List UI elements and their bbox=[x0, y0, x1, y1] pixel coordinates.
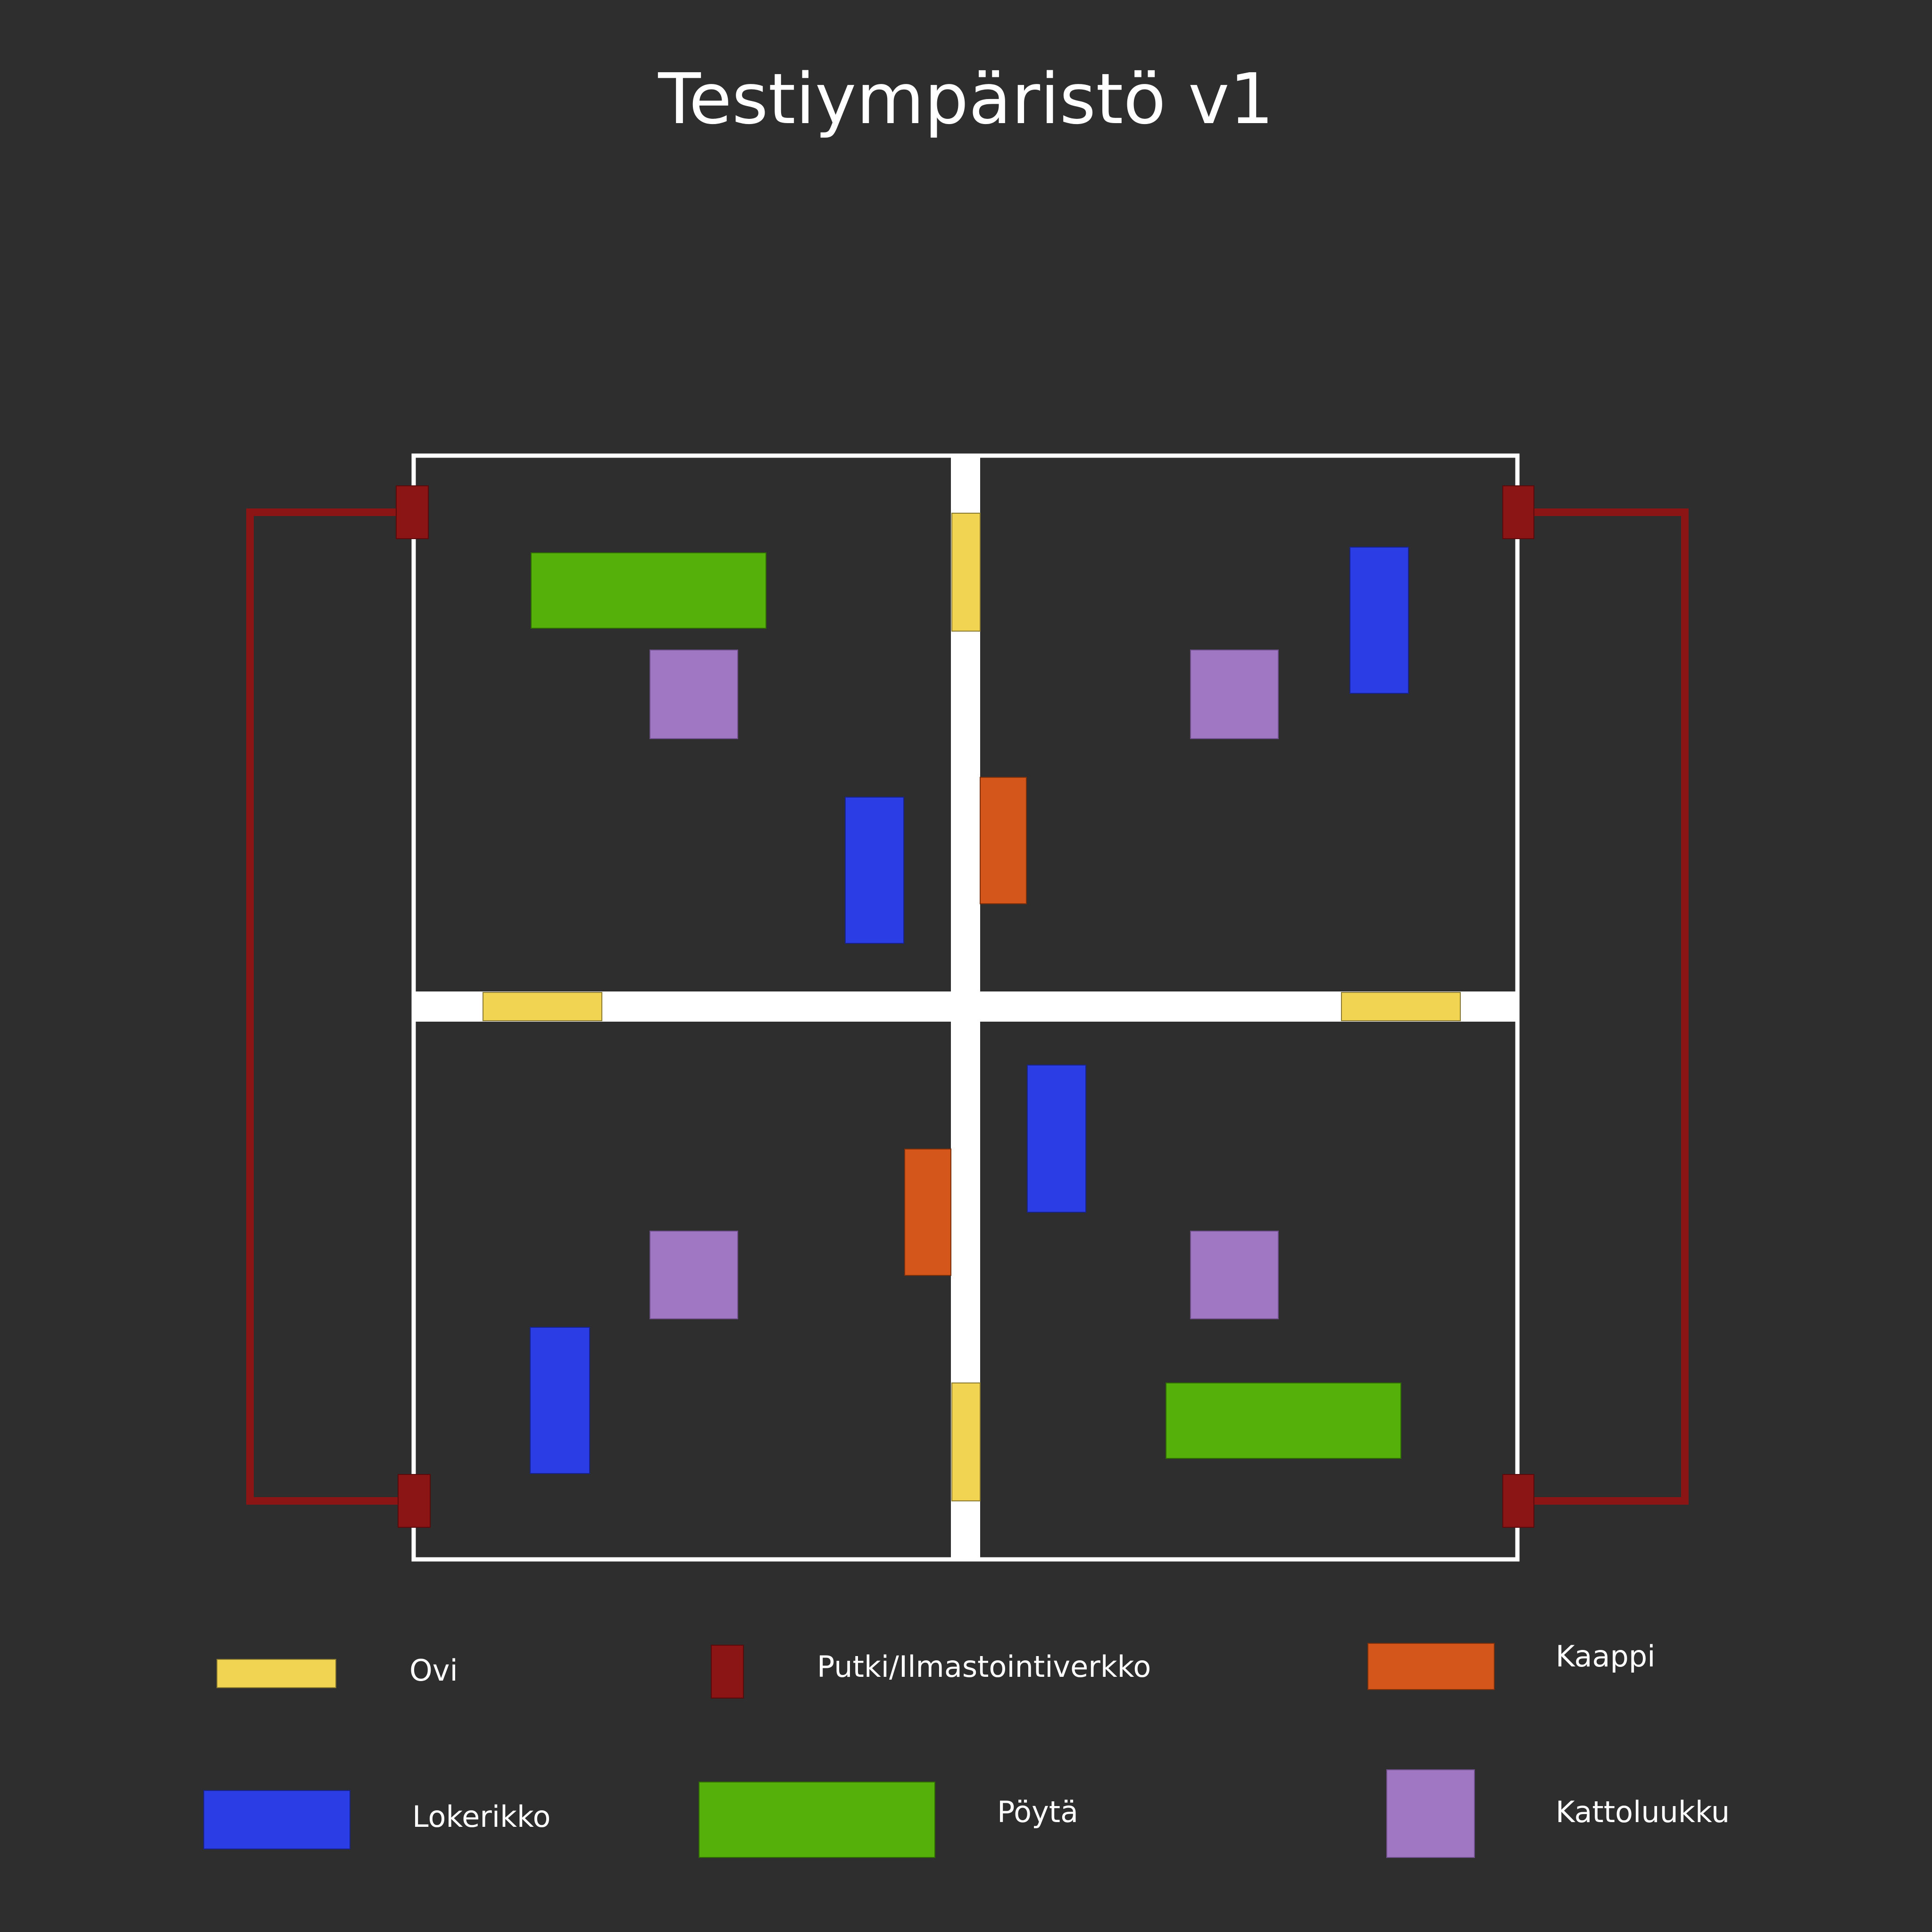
pipe-network bbox=[246, 508, 1689, 1505]
table bbox=[531, 552, 766, 629]
tables bbox=[531, 552, 1401, 1459]
pipe-connector bbox=[396, 485, 429, 539]
legend-label-cabinet: Kaappi bbox=[1556, 1639, 1656, 1674]
lockers bbox=[530, 547, 1409, 1474]
cabinet bbox=[904, 1149, 951, 1276]
hatch-swatch bbox=[1386, 1769, 1475, 1858]
pipe-connectors bbox=[396, 485, 1534, 1528]
ceiling-hatch bbox=[650, 650, 738, 739]
legend bbox=[203, 1643, 1495, 1858]
locker bbox=[1027, 1065, 1086, 1213]
ceiling-hatch bbox=[650, 1231, 738, 1319]
door-swatch bbox=[217, 1659, 336, 1688]
cabinets bbox=[904, 777, 1027, 1276]
door bbox=[1341, 992, 1461, 1021]
locker-swatch bbox=[203, 1790, 350, 1849]
door bbox=[483, 992, 602, 1021]
door bbox=[951, 1382, 981, 1501]
pipe-line-left bbox=[246, 508, 415, 1505]
page-title: Testiympäristö v1 bbox=[658, 58, 1274, 140]
locker bbox=[1349, 547, 1409, 694]
legend-label-door: Ovi bbox=[409, 1653, 458, 1688]
pipe-connector bbox=[1502, 1474, 1534, 1528]
ceiling-hatch bbox=[1190, 650, 1279, 739]
pipe-connector bbox=[1502, 485, 1534, 539]
pipe-line-right bbox=[1518, 508, 1689, 1505]
locker bbox=[530, 1327, 590, 1474]
door bbox=[951, 513, 981, 632]
legend-label-locker: Lokerikko bbox=[412, 1799, 551, 1834]
locker bbox=[845, 797, 904, 944]
legend-label-pipe: Putki/Ilmastointiverkko bbox=[817, 1649, 1151, 1684]
legend-label-hatch: Kattoluukku bbox=[1556, 1795, 1730, 1829]
table-swatch bbox=[699, 1782, 935, 1858]
table bbox=[1166, 1382, 1401, 1459]
ceiling-hatch bbox=[1190, 1231, 1279, 1319]
cabinet-swatch bbox=[1367, 1643, 1495, 1690]
cabinet bbox=[980, 777, 1027, 904]
ceiling-hatches bbox=[650, 650, 1279, 1319]
pipe-connector bbox=[398, 1474, 431, 1528]
pipe-swatch bbox=[711, 1645, 744, 1699]
doors bbox=[483, 513, 1461, 1501]
legend-label-table: Pöytä bbox=[997, 1795, 1079, 1829]
